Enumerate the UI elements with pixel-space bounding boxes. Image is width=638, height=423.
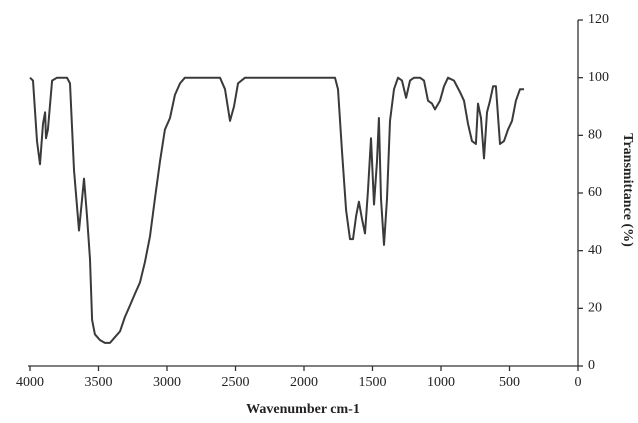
- x-tick-label: 1500: [359, 375, 387, 390]
- x-tick-label: 1000: [427, 375, 455, 390]
- x-tick-label: 3000: [153, 375, 181, 390]
- x-tick-label: 2500: [222, 375, 250, 390]
- y-axis-title: Transmittance (%): [620, 133, 635, 247]
- spectrum-line: [29, 76, 524, 344]
- x-tick-label: 3500: [85, 375, 113, 390]
- x-axis-title: Wavenumber cm-1: [246, 402, 360, 417]
- y-tick-label: 20: [588, 301, 602, 316]
- y-tick-label: 100: [588, 70, 609, 85]
- y-tick-label: 80: [588, 128, 602, 143]
- y-tick-label: 60: [588, 185, 602, 200]
- y-tick-label: 40: [588, 243, 602, 258]
- x-tick-label: 0: [575, 375, 582, 390]
- x-tick-label: 500: [499, 375, 520, 390]
- x-tick-label: 2000: [290, 375, 318, 390]
- x-tick-label: 4000: [16, 375, 44, 390]
- y-tick-label: 0: [588, 358, 595, 373]
- y-tick-label: 120: [588, 12, 609, 27]
